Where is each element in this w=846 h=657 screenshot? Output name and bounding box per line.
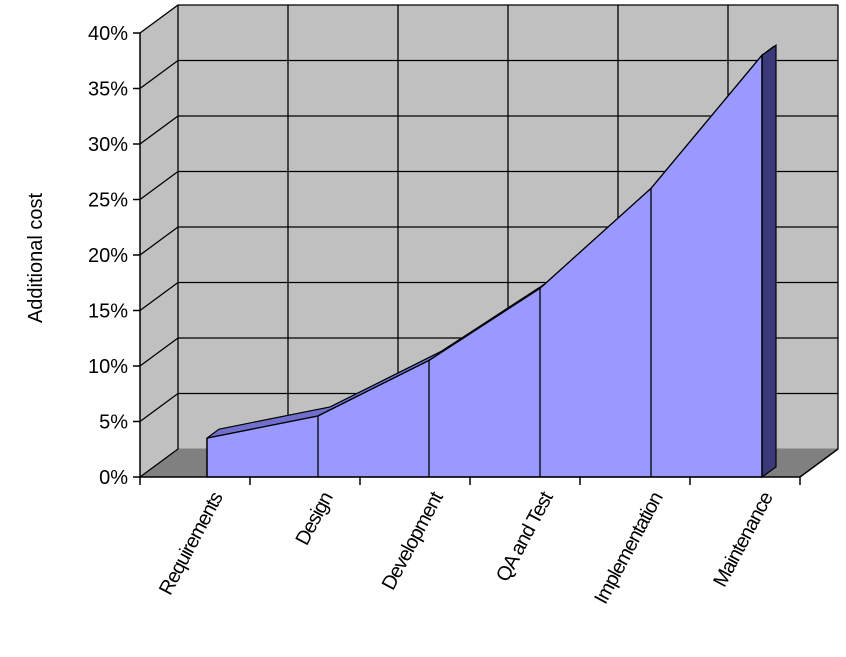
gridline-side	[139, 4, 179, 34]
y-tick-label: 0%	[99, 467, 128, 489]
x-tick-label: Design	[292, 489, 338, 549]
gridline-side	[139, 392, 179, 423]
x-tick-label: Development	[378, 488, 448, 594]
gridline-side	[139, 59, 179, 90]
y-tick-label: 15%	[88, 301, 128, 323]
area-series	[206, 44, 777, 479]
gridline-side	[139, 281, 179, 312]
x-tick-label: Requirements	[155, 488, 228, 599]
y-tick-label: 35%	[88, 79, 128, 101]
y-tick-label: 20%	[88, 245, 128, 267]
x-tick-label: Maintenance	[709, 488, 777, 591]
gridline-side	[139, 170, 179, 201]
gridline-side	[139, 226, 179, 256]
x-tick-label: QA and Test	[492, 488, 558, 586]
x-tick-label: Implementation	[590, 489, 667, 608]
x-axis-depth-line	[799, 448, 839, 478]
y-tick-label: 30%	[88, 134, 128, 156]
x-axis-ticks: Requirements Design Development QA and Test…	[139, 477, 801, 608]
y-tick-label: 25%	[88, 190, 128, 212]
gridline-side	[139, 448, 179, 478]
y-axis-ticks: 0% 5% 10% 15% 20% 25% 30% 35% 40%	[88, 23, 140, 489]
gridline-side	[139, 337, 179, 367]
y-tick-label: 5%	[99, 412, 128, 434]
y-tick-label: 10%	[88, 356, 128, 378]
gridline-side	[139, 115, 179, 145]
y-axis-title: Additional cost	[25, 193, 47, 324]
area-side-face	[761, 44, 777, 479]
y-tick-label: 40%	[88, 23, 128, 45]
